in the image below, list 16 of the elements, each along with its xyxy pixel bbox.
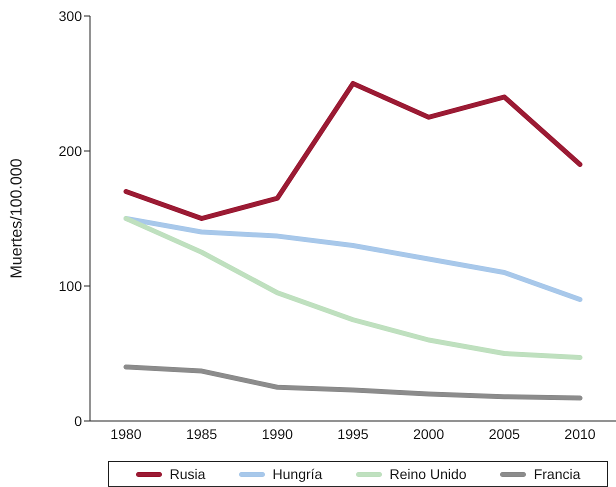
legend-label: Reino Unido [390, 466, 467, 482]
x-tick-label: 1990 [262, 426, 294, 442]
x-tick-label: 1995 [337, 426, 369, 442]
x-tick-label: 2010 [564, 426, 596, 442]
x-tick-label: 2000 [413, 426, 444, 442]
legend-label: Francia [534, 466, 580, 482]
x-tick-label: 2005 [488, 426, 520, 442]
y-tick-label: 100 [58, 278, 82, 294]
y-axis-title: Muertes/100.000 [8, 158, 26, 279]
legend-label: Rusia [170, 466, 206, 482]
y-tick-label: 300 [58, 8, 82, 24]
legend-label: Hungría [272, 466, 322, 482]
y-tick-label: 0 [74, 412, 82, 429]
x-tick-label: 1985 [186, 426, 218, 442]
y-tick-label: 200 [58, 142, 82, 159]
x-tick-label: 1980 [110, 426, 142, 442]
